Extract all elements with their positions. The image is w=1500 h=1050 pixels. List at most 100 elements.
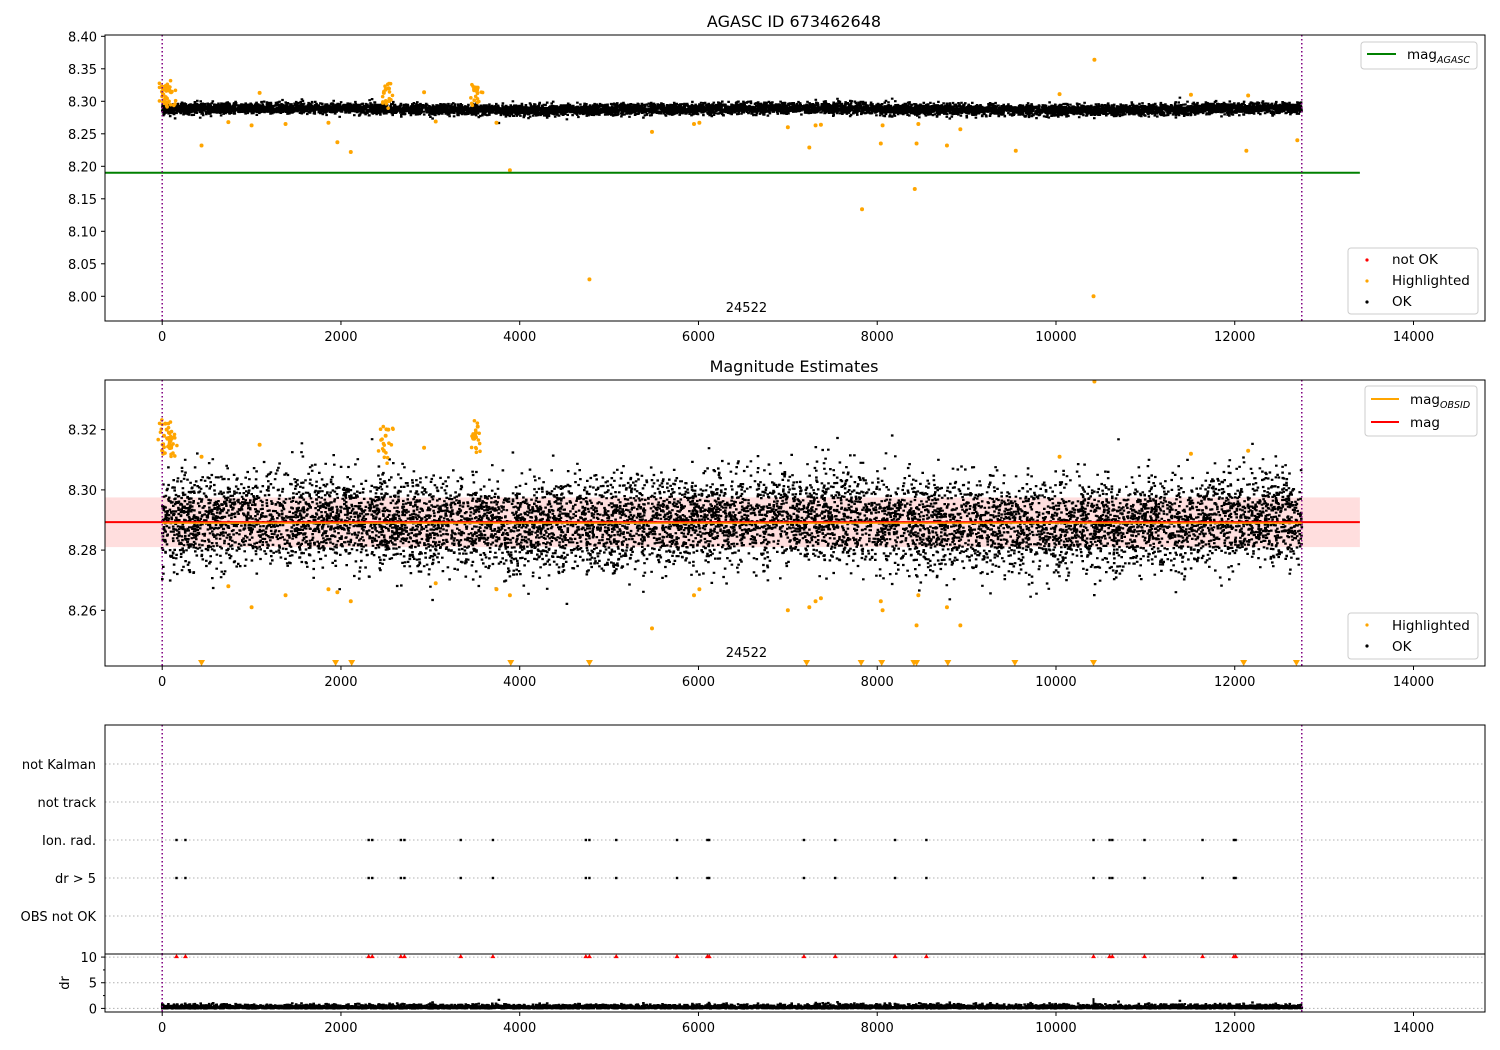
highlighted-point <box>380 94 385 99</box>
legend-label-mag-obsid: magOBSID <box>1410 392 1470 411</box>
highlighted-point <box>382 89 386 94</box>
highlighted-point <box>169 429 174 434</box>
x-tick-label: 6000 <box>682 330 715 345</box>
highlighted-point <box>1295 138 1300 143</box>
highlighted-point <box>878 599 883 604</box>
legend-frame <box>1347 612 1479 660</box>
highlighted-point <box>914 623 919 628</box>
highlighted-point <box>168 434 173 439</box>
flag-point <box>893 876 897 880</box>
highlighted-point <box>164 95 168 99</box>
highlighted-point <box>382 443 387 447</box>
dr-high-marker <box>369 954 375 959</box>
offscale-marker <box>507 660 515 666</box>
flag-point <box>1092 876 1095 880</box>
highlighted-point <box>958 623 963 628</box>
agasc-marker-legend: not OK Highlighted OK <box>1347 247 1479 315</box>
flag-point <box>802 876 806 880</box>
flag-point <box>184 876 187 880</box>
ok-points <box>161 96 1303 125</box>
x-tick-label: 12000 <box>1214 330 1255 345</box>
y-tick-label: 8.32 <box>68 424 97 439</box>
legend-label-not-ok: not OK <box>1392 252 1439 268</box>
agasc-line-legend: magAGASC <box>1360 41 1478 70</box>
highlighted-point <box>474 435 478 440</box>
highlighted-point <box>472 98 477 103</box>
offscale-marker <box>198 660 206 666</box>
flag-point <box>1092 838 1095 842</box>
highlighted-point <box>163 451 167 455</box>
highlighted-point <box>384 427 389 432</box>
dr-plot: 0 5 10 0 2000 4000 6000 8000 10000 12000 14000 dr <box>58 951 1486 1036</box>
x-tick-label: 8000 <box>861 675 894 690</box>
flag-point <box>403 838 406 842</box>
highlighted-point <box>860 207 865 212</box>
dr-high-marker <box>398 954 404 959</box>
y-tick-label: 8.40 <box>68 30 97 45</box>
legend-mag-text: mag <box>1407 47 1437 63</box>
flag-point <box>459 838 462 842</box>
x-tick-label: 4000 <box>503 1021 536 1036</box>
highlighted-point <box>387 90 392 94</box>
highlighted-point <box>199 454 204 459</box>
x-tick-label: 14000 <box>1393 330 1434 345</box>
legend-marker-ok <box>1365 300 1369 304</box>
highlighted-point <box>326 120 331 125</box>
flag-point <box>1232 876 1236 880</box>
highlighted-point <box>160 91 165 96</box>
offscale-marker <box>803 660 811 666</box>
highlighted-point <box>473 94 478 99</box>
highlighted-point <box>1188 451 1193 456</box>
dr-high-marker <box>1141 954 1147 959</box>
highlighted-point <box>226 584 231 589</box>
legend-label-highlighted: Highlighted <box>1392 273 1470 289</box>
highlighted-point <box>472 87 476 91</box>
x-tick-label: 6000 <box>682 675 715 690</box>
highlighted-point <box>283 122 288 127</box>
highlighted-point <box>422 445 427 450</box>
highlighted-point <box>494 587 499 592</box>
ok-points <box>160 434 1304 605</box>
dr-high-marker <box>1200 954 1206 959</box>
highlighted-point <box>1057 454 1062 459</box>
y-tick-label: 8.05 <box>68 258 97 273</box>
dr-high-marker <box>583 954 589 959</box>
flag-point <box>675 876 679 880</box>
flag-point <box>399 838 403 842</box>
highlighted-point <box>880 608 885 613</box>
offscale-marker <box>1011 660 1019 666</box>
flag-point <box>706 838 709 842</box>
flag-point <box>403 876 406 880</box>
offscale-marker <box>1240 660 1248 666</box>
highlighted-point <box>160 94 164 99</box>
dr-high-marker <box>174 954 180 959</box>
category-label: Ion. rad. <box>42 834 96 849</box>
highlighted-point <box>785 608 790 613</box>
highlighted-point <box>384 450 388 455</box>
estimates-marker-legend: Highlighted OK <box>1347 612 1479 660</box>
y-tick-label: 8.10 <box>68 225 97 240</box>
highlighted-point <box>384 101 389 106</box>
highlighted-point <box>587 277 592 282</box>
category-label: OBS not OK <box>21 910 97 925</box>
legend-marker-highlighted <box>1365 279 1369 283</box>
flag-point <box>925 876 928 880</box>
highlighted-point <box>335 140 340 145</box>
highlighted-point <box>692 593 697 598</box>
flags-plot: not Kalman not track Ion. rad. dr > 5 OBS no… <box>21 724 1486 955</box>
highlighted-point <box>1188 92 1193 97</box>
dr-points <box>160 998 1304 1010</box>
legend-label-mag: mag <box>1410 415 1440 431</box>
highlighted-point <box>475 421 480 425</box>
flag-point <box>1201 876 1204 880</box>
highlighted-point <box>476 438 481 442</box>
highlighted-point <box>164 103 169 108</box>
highlighted-point <box>818 122 823 127</box>
highlighted-point <box>1246 448 1251 453</box>
highlighted-point <box>385 455 390 460</box>
dr-high-marker <box>801 954 807 959</box>
y-tick-label: 0 <box>89 1002 97 1017</box>
legend-label-ok: OK <box>1392 639 1413 655</box>
flag-point <box>371 876 374 880</box>
flag-point <box>367 838 370 842</box>
